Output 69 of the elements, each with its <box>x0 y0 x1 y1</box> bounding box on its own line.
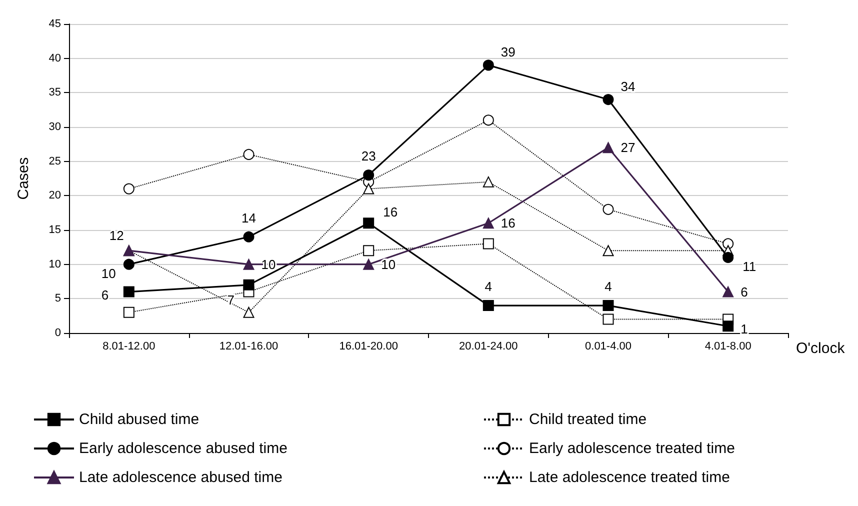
point <box>482 176 494 188</box>
y-tick-label: 25 <box>48 155 61 168</box>
data-label: 10 <box>381 256 396 272</box>
point <box>123 286 134 298</box>
y-tick-label: 0 <box>54 327 61 339</box>
data-label: 4 <box>604 279 612 294</box>
y-tick-label: 30 <box>48 121 61 133</box>
point <box>243 279 254 290</box>
data-label: 6 <box>101 287 109 302</box>
point <box>482 114 494 126</box>
y-tick-label: 15 <box>48 224 61 236</box>
legend-label: Child treated time <box>529 411 647 428</box>
legend-label: Early adolescence treated time <box>529 440 735 457</box>
y-tick-label: 5 <box>54 292 61 305</box>
data-label: 39 <box>500 44 516 60</box>
x-axis-title: O'clock <box>796 340 846 357</box>
legend-label: Early adolescence abused time <box>79 440 288 457</box>
x-tick-label: 20.01-24.00 <box>459 340 518 352</box>
point <box>602 94 614 106</box>
y-tick-label: 45 <box>48 18 61 30</box>
y-tick-label: 10 <box>48 258 61 270</box>
point <box>363 218 374 229</box>
point <box>243 148 254 160</box>
data-label: 7 <box>227 292 234 308</box>
point <box>722 252 734 263</box>
point <box>243 258 254 270</box>
x-tick-label: 4.01-8.00 <box>704 340 752 352</box>
y-axis-title: Cases <box>15 157 32 200</box>
point <box>243 306 254 318</box>
data-label: 4 <box>484 279 492 294</box>
point <box>602 245 614 256</box>
point <box>363 258 374 270</box>
data-label: 23 <box>361 148 376 164</box>
data-label: 12 <box>109 228 124 244</box>
point <box>602 142 614 154</box>
point <box>243 231 254 242</box>
point <box>602 314 614 325</box>
data-label: 34 <box>620 79 636 94</box>
x-tick-label: 12.01-16.00 <box>219 340 278 352</box>
point <box>482 300 494 312</box>
point <box>482 218 494 229</box>
point <box>123 306 134 318</box>
x-tick-label: 0.01-4.00 <box>585 340 632 352</box>
legend-label: Late adolescence abused time <box>79 469 282 486</box>
point <box>123 258 134 270</box>
data-label: 6 <box>740 284 748 300</box>
point <box>123 183 134 194</box>
y-tick-label: 20 <box>48 190 61 202</box>
point <box>482 60 494 71</box>
point <box>482 238 494 250</box>
y-tick-label: 35 <box>48 86 61 99</box>
point <box>602 204 614 215</box>
point <box>363 183 374 194</box>
data-label: 27 <box>620 140 636 156</box>
point <box>722 320 734 332</box>
x-tick-label: 8.01-12.00 <box>102 340 156 352</box>
data-label: 14 <box>242 210 256 226</box>
point <box>722 286 734 298</box>
point <box>363 170 374 181</box>
data-label: 16 <box>383 204 398 220</box>
point <box>363 245 374 256</box>
point <box>602 300 614 312</box>
legend-label: Child abused time <box>79 411 200 428</box>
x-tick-label: 16.01-20.00 <box>339 340 398 352</box>
data-label: 10 <box>101 266 116 281</box>
data-label: 16 <box>500 216 516 231</box>
legend-label: Late adolescence treated time <box>529 469 730 486</box>
data-label: 11 <box>742 258 756 274</box>
y-tick-label: 40 <box>48 52 61 64</box>
